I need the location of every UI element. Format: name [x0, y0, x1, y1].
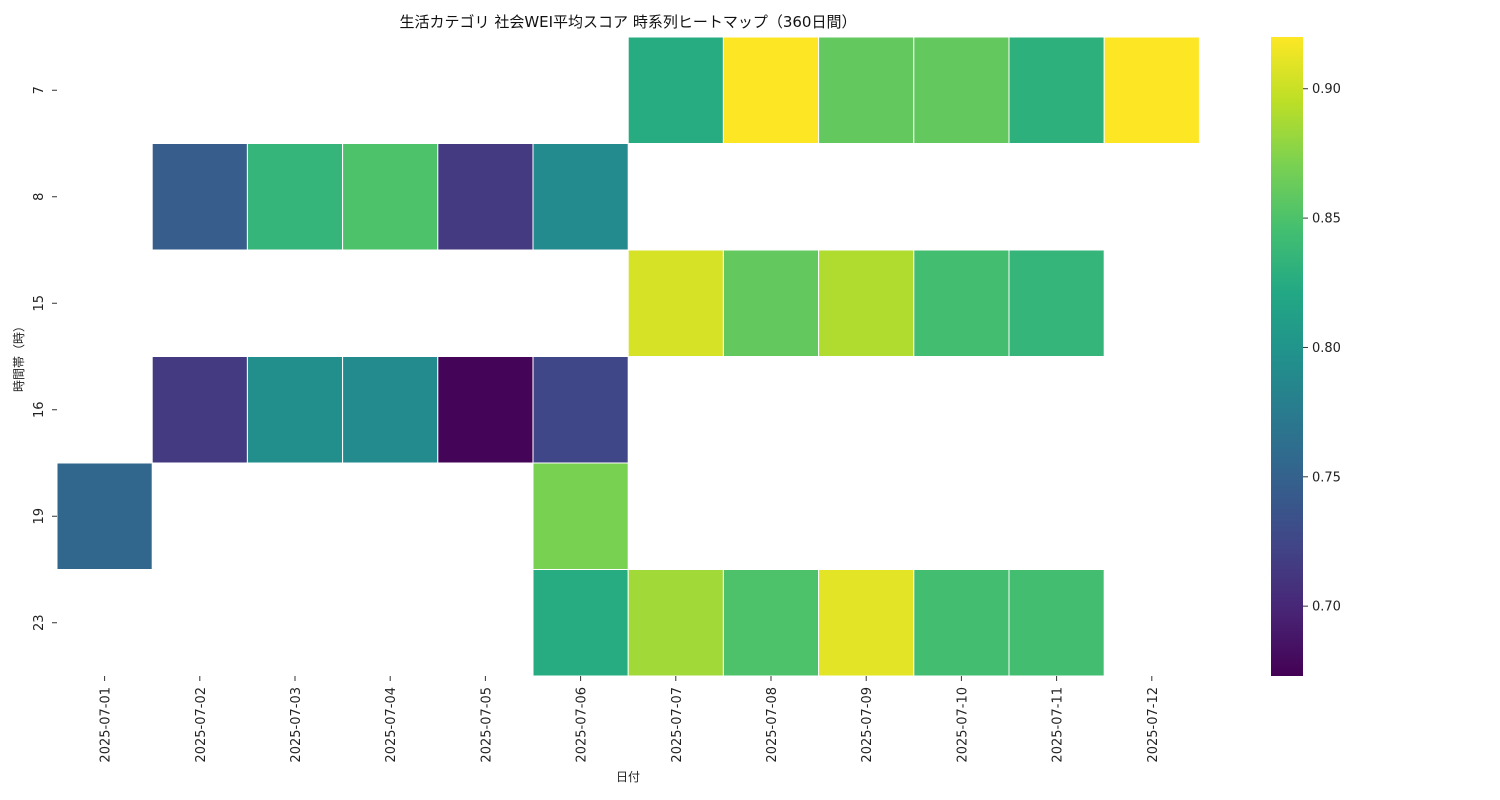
heatmap-cell: [246, 143, 344, 251]
heatmap-cell: [1008, 249, 1105, 357]
heatmap-cell: [437, 143, 534, 251]
y-axis-ticks: 7 8 15 16 19 23: [32, 86, 57, 631]
heatmap-cell: [56, 462, 153, 570]
colorbar-tick-label: 0.70: [1312, 600, 1341, 615]
x-axis-label: 日付: [616, 770, 640, 784]
heatmap-cell: [532, 356, 629, 464]
x-tick-label: 2025-07-05: [479, 687, 494, 763]
colorbar-tick-label: 0.90: [1312, 82, 1341, 97]
y-tick-label: 15: [32, 295, 47, 312]
heatmap-cell: [151, 143, 248, 251]
x-tick-label: 2025-07-06: [575, 687, 590, 763]
y-axis-label: 時間帯（時）: [12, 320, 26, 392]
x-tick-label: 2025-07-12: [1146, 687, 1161, 763]
x-tick-label: 2025-07-10: [955, 687, 970, 763]
colorbar-ticks: 0.70 0.75 0.80 0.85 0.90: [1303, 82, 1341, 615]
heatmap-cell: [1008, 36, 1105, 144]
x-tick-label: 2025-07-03: [289, 687, 304, 763]
heatmap-cell: [722, 249, 820, 357]
heatmap-cell: [246, 356, 344, 464]
heatmap-cell: [722, 36, 820, 144]
y-tick-label: 16: [32, 401, 47, 418]
heatmap-cell: [627, 249, 724, 357]
y-tick-label: 23: [32, 614, 47, 631]
x-axis-ticks: 2025-07-01 2025-07-02 2025-07-03 2025-07-04…: [99, 676, 1161, 763]
heatmap-cell: [532, 143, 629, 251]
heatmap-cell: [532, 569, 629, 677]
heatmap-cell: [818, 36, 915, 144]
heatmap-cell: [913, 36, 1010, 144]
x-tick-label: 2025-07-04: [384, 687, 399, 763]
y-tick-label: 7: [32, 86, 47, 94]
heatmap-cell: [151, 356, 248, 464]
heatmap-cell: [913, 249, 1010, 357]
y-tick-label: 8: [32, 193, 47, 201]
heatmap-cell: [818, 249, 915, 357]
heatmap-cell: [1103, 36, 1200, 144]
colorbar-tick-label: 0.75: [1312, 470, 1341, 485]
colorbar-tick-label: 0.80: [1312, 341, 1341, 356]
heatmap-cell: [627, 36, 724, 144]
colorbar-tick-label: 0.85: [1312, 212, 1341, 227]
heatmap-cell: [722, 569, 820, 677]
heatmap-cell: [913, 569, 1010, 677]
x-tick-label: 2025-07-08: [765, 687, 780, 763]
heatmap-cell: [342, 356, 439, 464]
heatmap-cell: [342, 143, 439, 251]
x-tick-label: 2025-07-09: [860, 687, 875, 763]
heatmap-cell: [1008, 569, 1105, 677]
heatmap-cell: [818, 569, 915, 677]
heatmap-cell: [532, 462, 629, 570]
heatmap-cells: [56, 36, 1200, 677]
x-tick-label: 2025-07-01: [99, 687, 114, 763]
x-tick-label: 2025-07-11: [1051, 687, 1066, 763]
heatmap-cell: [627, 569, 724, 677]
colorbar: [1271, 37, 1303, 676]
x-tick-label: 2025-07-07: [670, 687, 685, 763]
y-tick-label: 19: [32, 508, 47, 525]
heatmap-cell: [437, 356, 534, 464]
chart-title: 生活カテゴリ 社会WEI平均スコア 時系列ヒートマップ（360日間）: [400, 13, 857, 31]
x-tick-label: 2025-07-02: [194, 687, 209, 763]
